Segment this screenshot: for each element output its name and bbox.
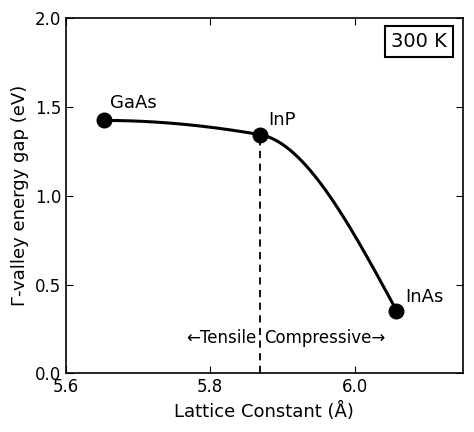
Text: InAs: InAs <box>405 288 444 306</box>
Point <box>100 117 108 124</box>
Text: ←Tensile: ←Tensile <box>186 329 256 347</box>
X-axis label: Lattice Constant (Å): Lattice Constant (Å) <box>174 402 355 421</box>
Point <box>256 131 264 138</box>
Text: GaAs: GaAs <box>110 94 157 111</box>
Text: InP: InP <box>269 111 296 129</box>
Y-axis label: Γ-valley energy gap (eV): Γ-valley energy gap (eV) <box>11 85 29 306</box>
Text: Compressive→: Compressive→ <box>264 329 385 347</box>
Text: 300 K: 300 K <box>391 32 447 51</box>
Point <box>392 307 400 314</box>
